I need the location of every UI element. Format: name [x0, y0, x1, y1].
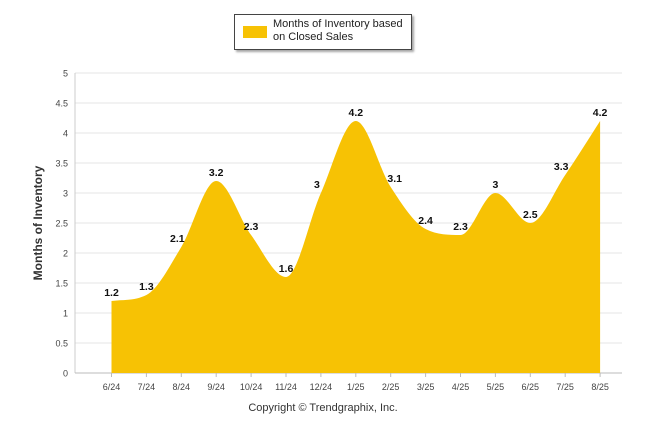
x-tick-label: 8/24 — [173, 382, 191, 392]
series-area-shape — [111, 121, 601, 373]
data-label: 1.6 — [279, 263, 294, 275]
x-tick-label: 9/24 — [207, 382, 225, 392]
x-tick-label: 1/25 — [347, 382, 365, 392]
y-tick-label: 2 — [63, 249, 68, 259]
y-tick-label: 1.5 — [55, 279, 68, 289]
data-label: 2.3 — [244, 221, 259, 233]
data-label: 2.5 — [523, 209, 538, 221]
data-labels: 1.2 1.3 2.1 3.2 2.3 1.6 3 4.2 3.1 2.4 2.3 3 2.5 3.3 4.… — [104, 107, 607, 299]
series-area — [111, 121, 601, 373]
copyright-footer: Copyright © Trendgraphix, Inc. — [248, 402, 398, 414]
x-tick-label: 4/25 — [452, 382, 470, 392]
x-tick-label: 6/25 — [522, 382, 540, 392]
data-label: 3 — [314, 179, 320, 191]
x-axis-ticks: 6/24 7/24 8/24 9/24 10/24 11/24 12/24 1/25 2/25 3… — [103, 373, 609, 392]
legend-label: Months of Inventory based on Closed Sale… — [273, 18, 403, 43]
data-label: 4.2 — [593, 107, 608, 119]
y-tick-label: 5 — [63, 69, 68, 79]
legend: Months of Inventory based on Closed Sale… — [234, 14, 412, 50]
data-label: 1.2 — [104, 287, 119, 299]
y-axis-title: Months of Inventory — [31, 165, 45, 280]
y-tick-label: 1 — [63, 309, 68, 319]
data-label: 4.2 — [348, 107, 363, 119]
x-tick-label: 3/25 — [417, 382, 435, 392]
legend-swatch — [243, 26, 267, 38]
data-label: 1.3 — [139, 281, 154, 293]
x-tick-label: 7/25 — [556, 382, 574, 392]
data-label: 2.1 — [170, 233, 185, 245]
y-tick-label: 2.5 — [55, 219, 68, 229]
x-tick-label: 2/25 — [382, 382, 400, 392]
data-label: 3.3 — [554, 161, 569, 173]
x-tick-label: 12/24 — [310, 382, 333, 392]
y-tick-label: 0.5 — [55, 339, 68, 349]
data-label: 3 — [492, 179, 498, 191]
y-axis-ticks: 0 0.5 1 1.5 2 2.5 3 3.5 4 4.5 5 — [55, 69, 68, 379]
y-tick-label: 0 — [63, 369, 68, 379]
x-tick-label: 7/24 — [138, 382, 156, 392]
y-tick-label: 4.5 — [55, 99, 68, 109]
data-label: 3.2 — [209, 167, 224, 179]
data-label: 2.3 — [453, 221, 468, 233]
x-tick-label: 8/25 — [591, 382, 609, 392]
data-label: 3.1 — [387, 173, 402, 185]
x-tick-label: 6/24 — [103, 382, 121, 392]
y-tick-label: 4 — [63, 129, 68, 139]
x-tick-label: 10/24 — [240, 382, 263, 392]
y-tick-label: 3.5 — [55, 159, 68, 169]
data-label: 2.4 — [418, 215, 433, 227]
x-tick-label: 11/24 — [275, 382, 297, 392]
x-tick-label: 5/25 — [487, 382, 505, 392]
y-tick-label: 3 — [63, 189, 68, 199]
